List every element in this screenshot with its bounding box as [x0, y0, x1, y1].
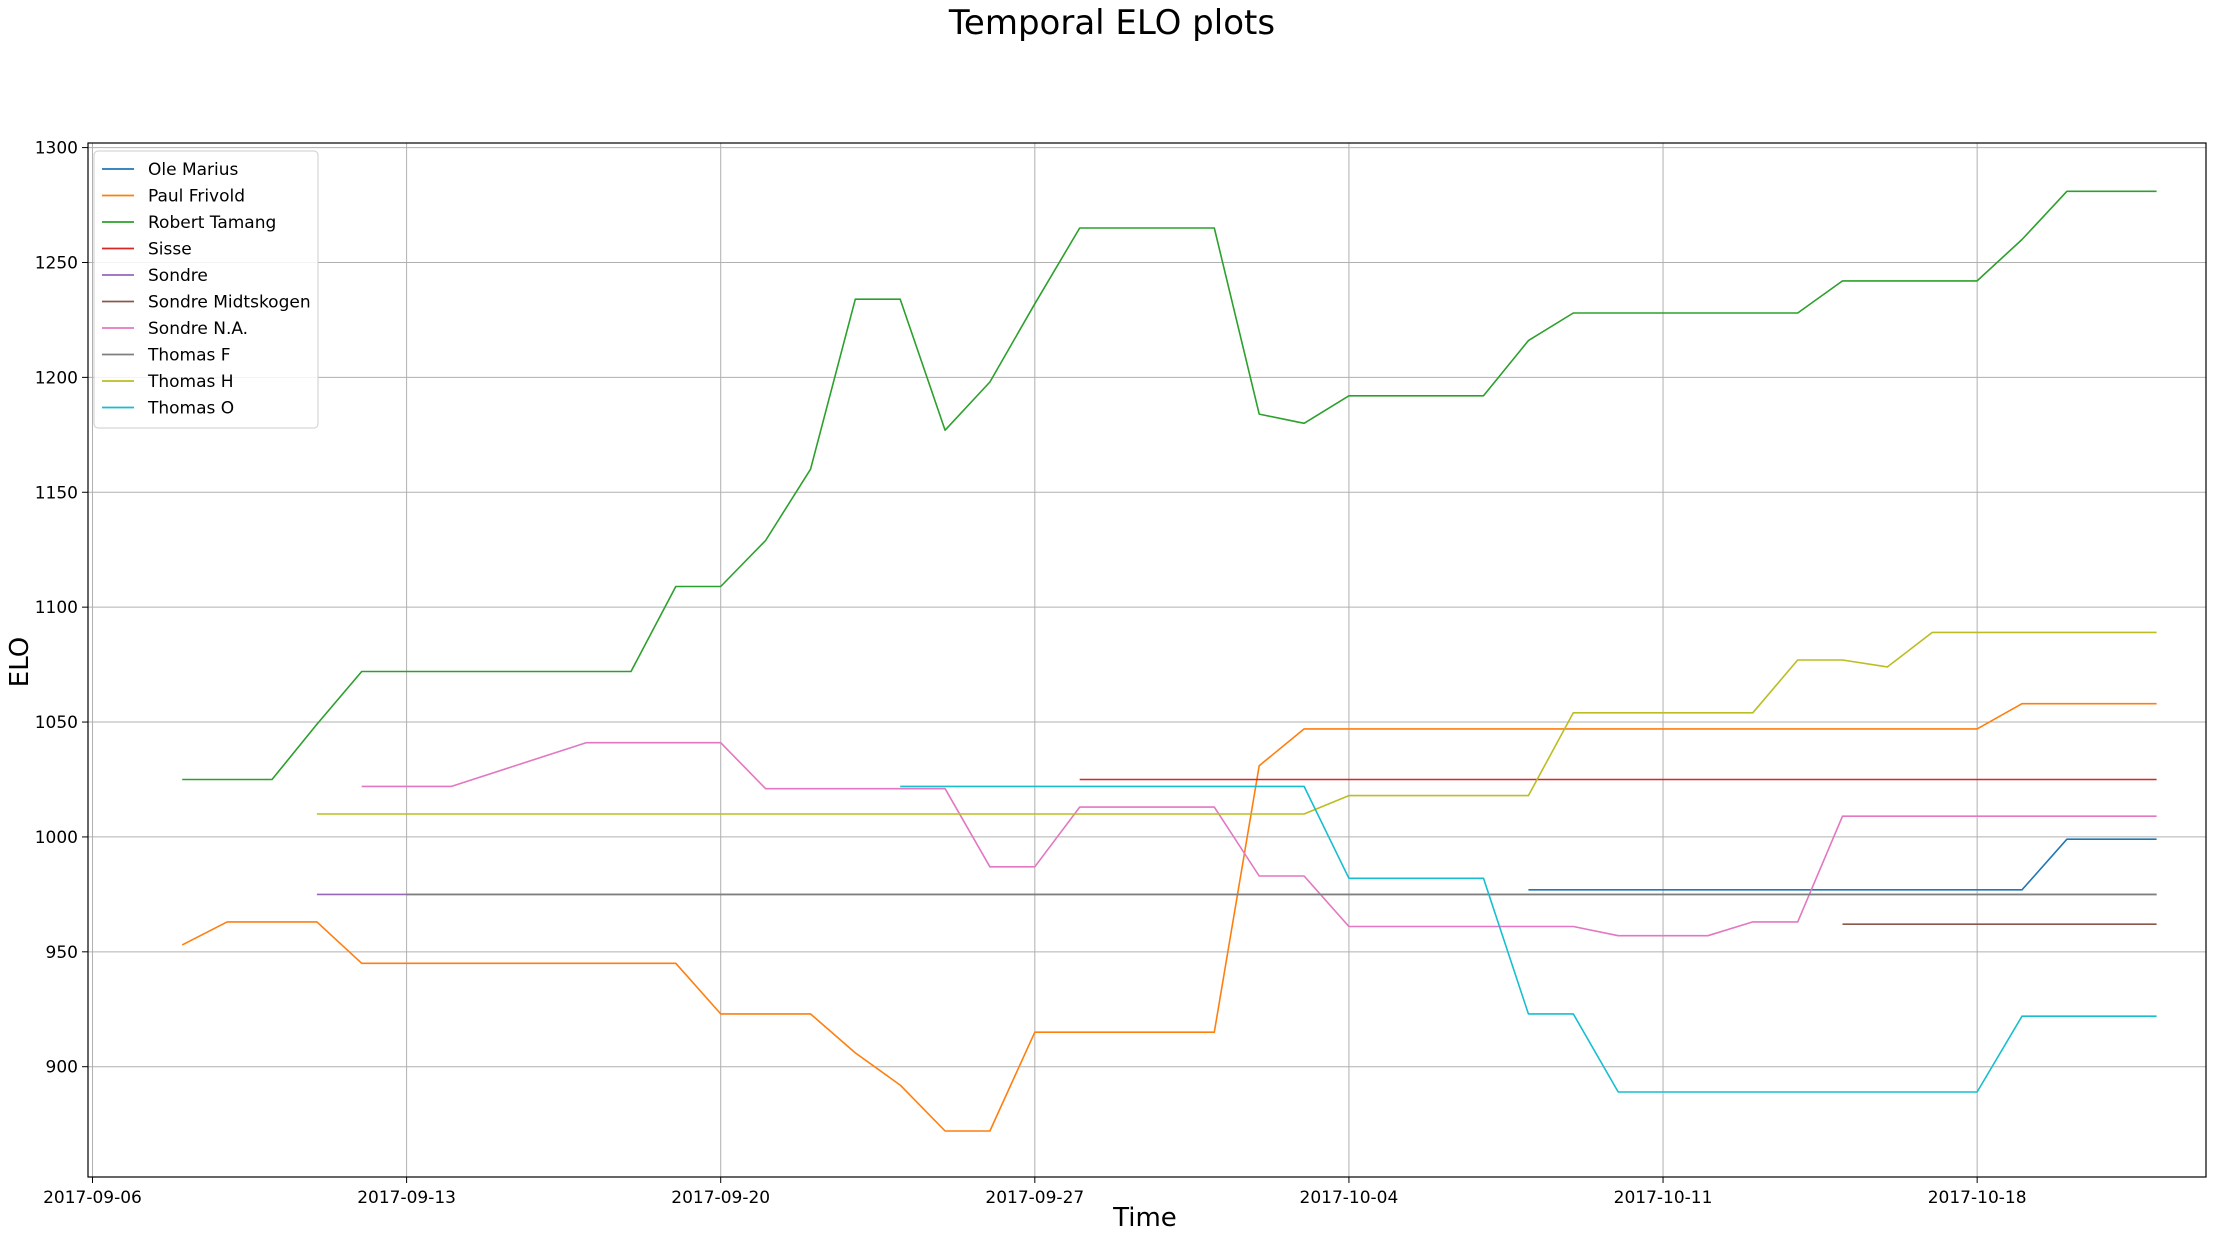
x-tick-label: 2017-09-06 [43, 1188, 142, 1208]
x-tick-label: 2017-09-27 [985, 1188, 1084, 1208]
legend-entry: Sondre [148, 266, 208, 286]
legend-entry: Paul Frivold [148, 187, 245, 207]
plot-frame [87, 142, 2207, 1178]
series-lines [181, 190, 2157, 1132]
y-tick-label: 1100 [35, 598, 78, 618]
series-line-sondre-n-a- [361, 741, 2157, 937]
legend-entry: Robert Tamang [148, 213, 276, 233]
y-axis-label: ELO [5, 637, 35, 687]
legend-entry: Sondre Midtskogen [148, 293, 311, 313]
x-tick-label: 2017-10-11 [1614, 1188, 1713, 1208]
y-tick-label: 1000 [35, 828, 78, 848]
chart-title: Temporal ELO plots [948, 3, 1275, 43]
series-line-paul-frivold [181, 702, 2157, 1132]
y-tick-label: 1050 [35, 713, 78, 733]
series-line-thomas-h [316, 631, 2157, 815]
y-tick-label: 950 [46, 943, 78, 963]
y-tick-label: 1150 [35, 483, 78, 503]
x-tick-label: 2017-09-13 [357, 1188, 456, 1208]
legend-entry: Sisse [148, 240, 192, 260]
legend-box [93, 150, 319, 429]
x-tick-label: 2017-10-18 [1928, 1188, 2027, 1208]
grid [88, 143, 2206, 1177]
y-tick-label: 1250 [35, 253, 78, 273]
x-tick-label: 2017-10-04 [1300, 1188, 1399, 1208]
legend-entry: Thomas O [147, 399, 234, 419]
legend: Ole Marius Paul Frivold Robert Tamang Sisse… [93, 150, 319, 429]
legend-entry: Sondre N.A. [148, 319, 248, 339]
x-axis-ticks: 2017-09-06 2017-09-13 2017-09-20 2017-09-27… [43, 1177, 2027, 1208]
y-tick-label: 1300 [35, 139, 78, 159]
x-tick-label: 2017-09-20 [671, 1188, 770, 1208]
legend-entry: Thomas H [147, 372, 234, 392]
x-axis-label: Time [1112, 1203, 1177, 1233]
series-line-ole-marius [1528, 838, 2157, 891]
series-line-thomas-o [900, 785, 2157, 1093]
legend-entry: Thomas F [147, 346, 231, 366]
y-axis-ticks: 900 950 1000 1050 1100 1150 1200 1250 1300 [35, 139, 88, 1078]
series-line-robert-tamang [182, 190, 2157, 781]
legend-entry: Ole Marius [148, 160, 239, 180]
y-tick-label: 1200 [35, 368, 78, 388]
y-tick-label: 900 [46, 1058, 78, 1078]
